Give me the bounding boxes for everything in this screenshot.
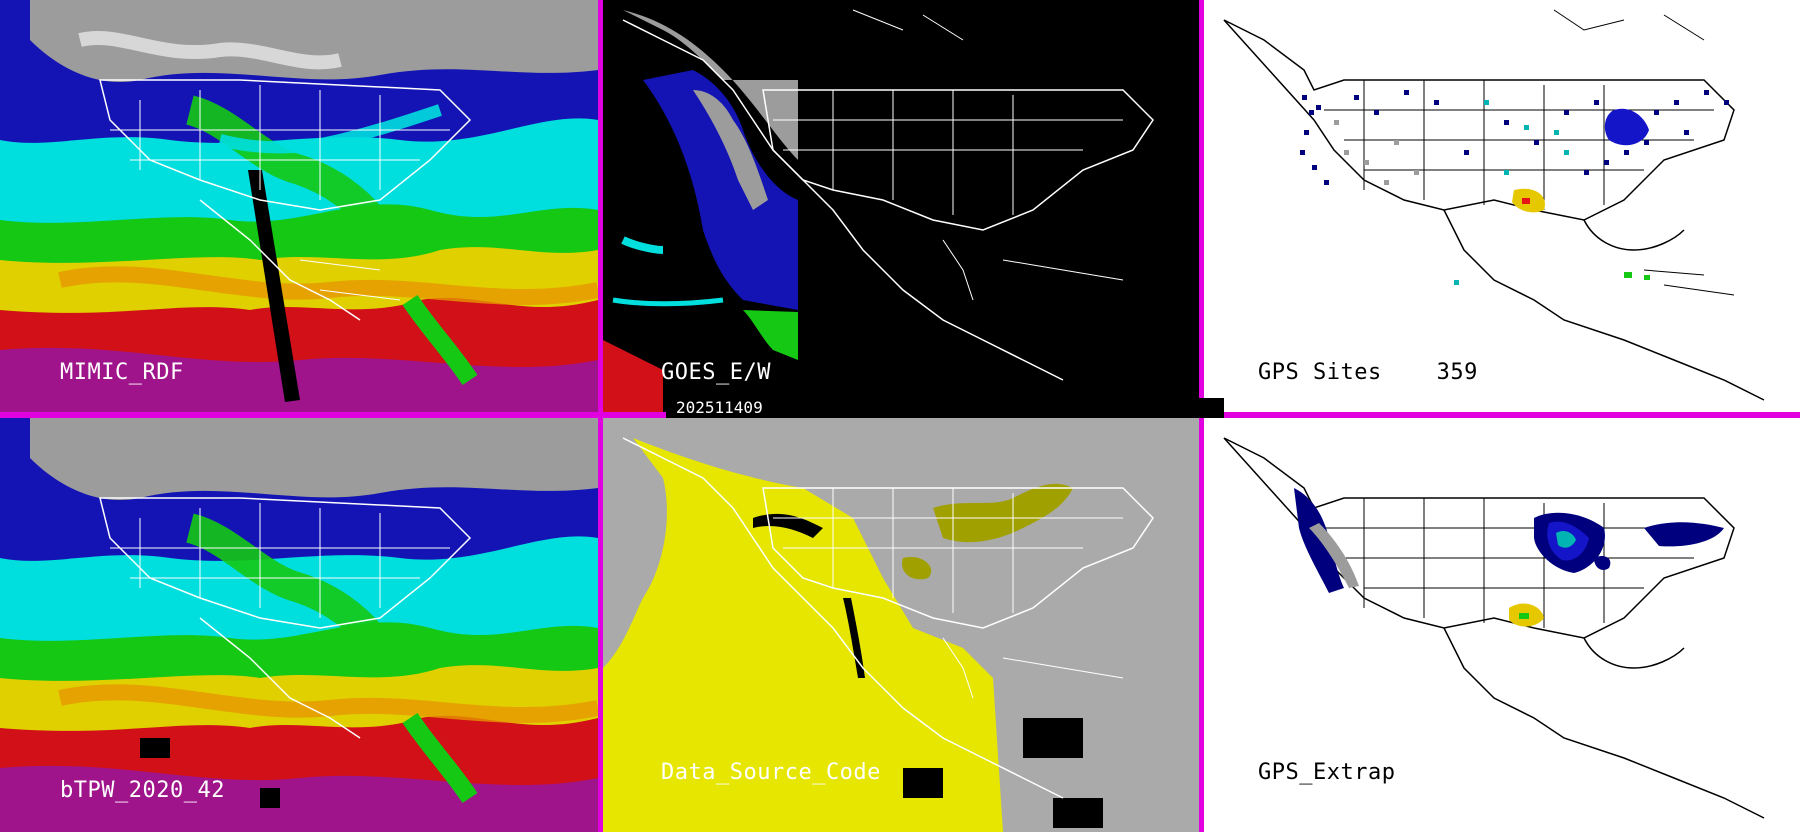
panel-label: Data_Source_Code [661, 760, 881, 785]
goes-ew-map [603, 0, 1199, 412]
data-source-code-map [603, 418, 1199, 832]
panel-data-source-code: Data_Source_Code [603, 418, 1199, 832]
gps-site-markers [1300, 90, 1729, 285]
panel-mimic-rdf: MIMIC_RDF [0, 0, 598, 412]
gps-extrap-map [1204, 418, 1800, 832]
panel-label: GPS_Extrap [1258, 760, 1396, 785]
mimic-rdf-map [0, 0, 598, 412]
panel-label: GOES_E/W [661, 360, 771, 385]
panel-btpw: bTPW_2020_42 [0, 418, 598, 832]
panel-label: GPS Sites 359 [1258, 360, 1478, 385]
btpw-map [0, 418, 598, 832]
panel-gps-sites: GPS Sites 359 [1204, 0, 1800, 412]
panel-label: MIMIC_RDF [60, 360, 184, 385]
gps-sites-map [1204, 0, 1800, 412]
timestamp-label: 202511409 [666, 398, 1224, 418]
panel-gps-extrap: GPS_Extrap [1204, 418, 1800, 832]
panel-label: bTPW_2020_42 [60, 778, 225, 803]
panel-goes-ew: GOES_E/W [603, 0, 1199, 412]
